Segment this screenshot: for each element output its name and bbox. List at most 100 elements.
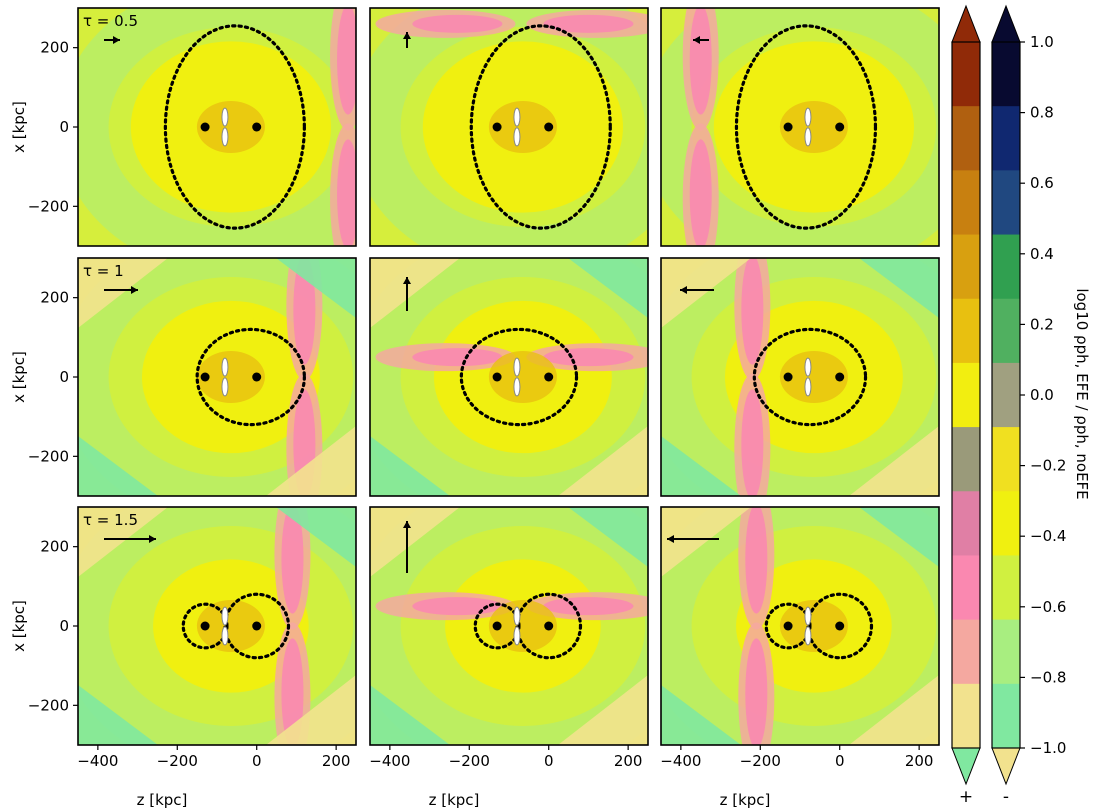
panel-frame xyxy=(369,257,649,497)
y-axis-label: x [kpc] xyxy=(10,351,28,403)
galaxy-point xyxy=(835,122,845,132)
field-corner xyxy=(266,675,356,745)
colorbar-tick-label: 0.0 xyxy=(1030,386,1054,404)
galaxy-point xyxy=(252,372,262,382)
field-corner xyxy=(849,675,939,745)
galaxy-point xyxy=(783,122,793,132)
galaxy-point xyxy=(200,621,210,631)
colorbar-tick-label: 0.4 xyxy=(1030,245,1054,263)
panel-field xyxy=(661,8,939,246)
x-tick-label: −400 xyxy=(369,752,410,770)
galaxy-point xyxy=(252,621,262,631)
colorbar-segment xyxy=(952,106,980,171)
saddle-feature xyxy=(513,107,521,127)
saddle-feature xyxy=(513,357,521,377)
saddle-feature xyxy=(513,606,521,626)
colorbar-tick-label: −0.4 xyxy=(1030,527,1066,545)
y-tick-label: 0 xyxy=(59,118,69,136)
field-corner xyxy=(661,258,751,328)
colorbar-segment xyxy=(992,555,1020,621)
field-lobe xyxy=(337,139,356,246)
field-corner xyxy=(370,436,450,496)
panel-frame xyxy=(660,7,940,247)
field-lobe xyxy=(543,348,634,367)
x-axis-label: z [kpc] xyxy=(137,791,188,809)
colorbar-segment xyxy=(952,170,980,236)
colorbar-sign: + xyxy=(959,787,973,807)
colorbar-tick-label: −0.2 xyxy=(1030,457,1066,475)
boundary-contour xyxy=(806,592,874,660)
colorbar-segment xyxy=(992,106,1020,171)
x-tick-label: −200 xyxy=(740,752,781,770)
galaxy-point xyxy=(544,372,554,382)
colorbar-tick-label: 0.6 xyxy=(1030,174,1054,192)
boundary-contour xyxy=(163,24,306,230)
saddle-feature xyxy=(513,127,521,147)
panel-frame xyxy=(369,506,649,746)
field-lobe xyxy=(281,507,304,614)
field-corner xyxy=(661,507,751,577)
panel-field xyxy=(78,507,356,745)
colorbar-positive: + xyxy=(951,4,981,807)
saddle-feature xyxy=(221,606,229,626)
field-lobe xyxy=(741,258,764,365)
field-corner xyxy=(558,675,648,745)
field-lobe xyxy=(412,14,503,33)
field-lobe xyxy=(689,139,712,246)
x-tick-label: 0 xyxy=(544,752,554,770)
field-lobe xyxy=(741,389,764,496)
colorbar-segment xyxy=(952,427,980,492)
field-core xyxy=(488,600,557,652)
field-core xyxy=(196,351,265,403)
colorbar-segment xyxy=(992,427,1020,492)
efe-arrow-head xyxy=(403,32,411,39)
y-tick-label: −200 xyxy=(28,447,69,465)
colorbar-tick-label: −0.8 xyxy=(1030,668,1066,686)
saddle-feature xyxy=(804,377,812,397)
efe-arrow-head xyxy=(667,535,674,543)
colorbar-segment xyxy=(992,491,1020,556)
field-corner xyxy=(370,507,460,577)
colorbar-segment xyxy=(952,491,980,556)
row-label: τ = 1.5 xyxy=(83,511,138,529)
y-tick-label: 0 xyxy=(59,368,69,386)
panel-3-3: −400 −200 0 200 xyxy=(660,506,940,770)
field-lobe xyxy=(412,597,503,616)
field-corner xyxy=(661,436,741,496)
colorbar-segment xyxy=(952,362,980,428)
y-axis-label: x [kpc] xyxy=(10,600,28,652)
colorbar-tick-label: −0.6 xyxy=(1030,598,1066,616)
field-core xyxy=(779,600,848,652)
panel-field xyxy=(370,507,648,745)
colorbar-segment xyxy=(952,298,980,364)
row-label: τ = 1 xyxy=(83,262,124,280)
field-core xyxy=(488,351,557,403)
x-tick-label: 200 xyxy=(905,752,934,770)
field-corner xyxy=(78,507,168,577)
field-core xyxy=(196,101,265,153)
colorbar-extend-bottom xyxy=(991,747,1021,786)
field-lobe xyxy=(412,348,503,367)
x-tick-label: −400 xyxy=(77,752,118,770)
field-core xyxy=(779,351,848,403)
field-lobe xyxy=(745,507,768,614)
colorbar-sign: - xyxy=(1003,787,1009,807)
colorbars: + - 1.0 0.8 0.6 0.4 0.2 0.0 −0.2 −0.4 −0.6 −0.8 −1.0 xyxy=(951,4,1066,807)
boundary-contour xyxy=(764,602,812,650)
x-tick-label: 200 xyxy=(614,752,643,770)
row-label: τ = 0.5 xyxy=(83,12,138,30)
x-axis-label: z [kpc] xyxy=(720,791,771,809)
field-core xyxy=(196,600,265,652)
colorbar-segment xyxy=(992,619,1020,685)
boundary-contour xyxy=(459,327,579,427)
galaxy-point xyxy=(492,372,502,382)
saddle-feature xyxy=(804,107,812,127)
field-corner xyxy=(276,258,356,318)
panel-1-2 xyxy=(369,7,649,247)
field-lobe xyxy=(543,14,634,33)
galaxy-point xyxy=(252,122,262,132)
boundary-contour xyxy=(752,327,868,427)
colorbar-segment xyxy=(952,619,980,685)
colorbar-segment xyxy=(992,234,1020,300)
